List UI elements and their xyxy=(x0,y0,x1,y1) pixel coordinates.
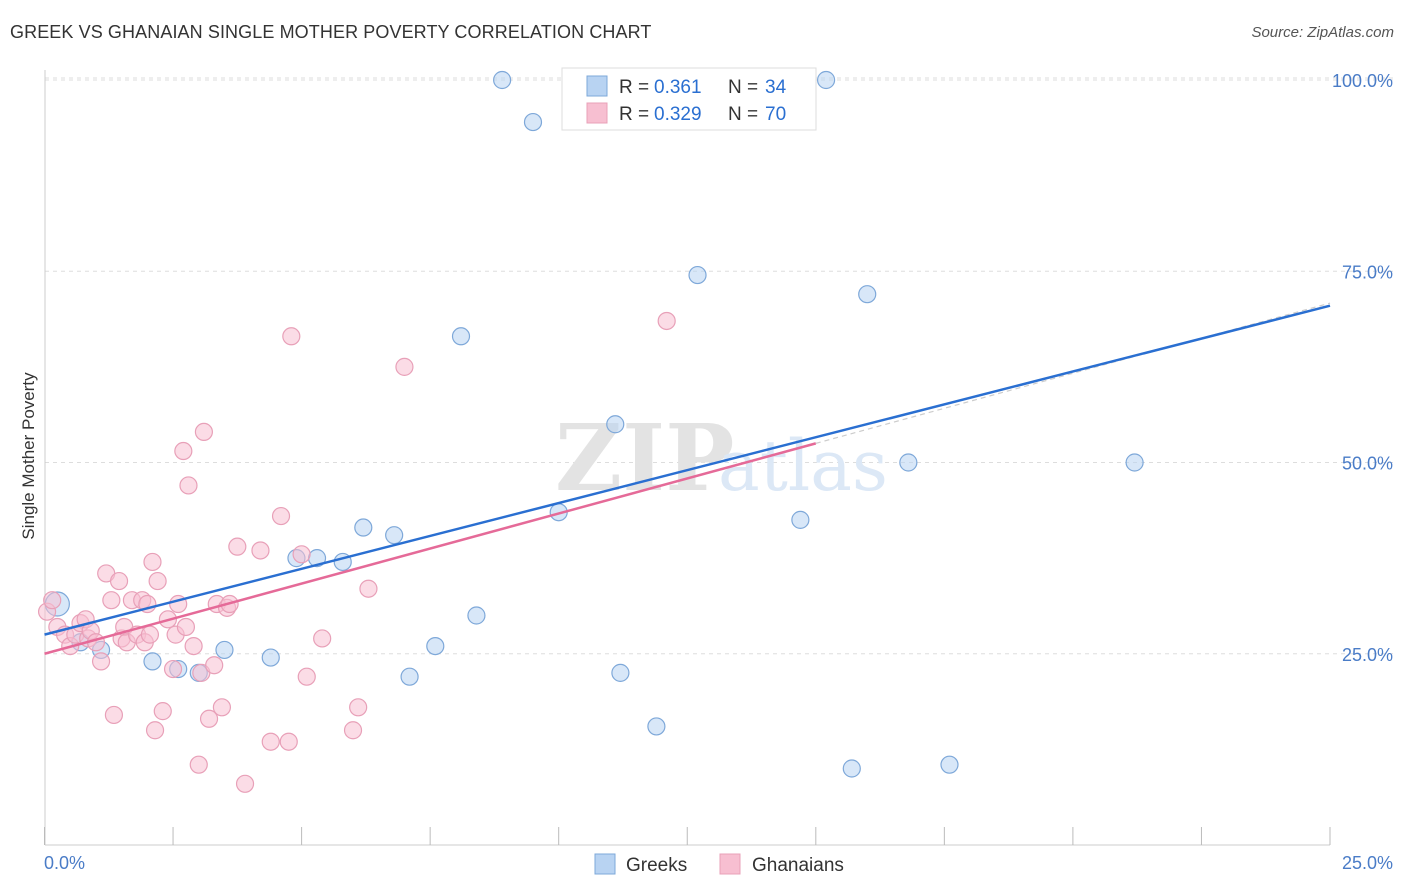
greek-point xyxy=(606,415,625,434)
greek-point xyxy=(899,453,918,472)
stats-legend: R = 0.361 N = 34 R = 0.329 N = 70 xyxy=(561,67,817,131)
ghanaians-n-label: N = xyxy=(728,104,758,125)
ghanaian-point xyxy=(235,774,255,793)
ghanaian-point xyxy=(279,732,298,751)
ghanaian-point xyxy=(271,506,291,526)
y-tick-label: 50.0% xyxy=(1342,454,1393,474)
watermark-zip: ZIP xyxy=(555,404,734,512)
ghanaian-point xyxy=(292,545,311,564)
greeks-r-label: R = xyxy=(619,77,649,98)
greeks-n-value: 34 xyxy=(765,77,787,98)
greek-point xyxy=(523,112,543,132)
ghanaian-point xyxy=(104,705,124,725)
ghanaian-point xyxy=(297,667,316,686)
x-tick-max: 25.0% xyxy=(1342,853,1393,873)
greek-point xyxy=(354,518,373,537)
ghanaian-point xyxy=(140,625,160,644)
ghanaian-point xyxy=(163,659,183,679)
greeks-legend-swatch xyxy=(586,75,608,97)
ghanaian-point xyxy=(212,698,231,717)
greek-point xyxy=(493,70,512,90)
ghanaians-r-value: 0.329 xyxy=(654,104,702,125)
axes: 25.0% 50.0% 75.0% 100.0% xyxy=(44,70,1393,846)
greek-point xyxy=(791,510,810,529)
ghanaian-point xyxy=(189,755,208,774)
legend-swatch-greeks xyxy=(594,853,616,875)
ghanaian-point xyxy=(282,327,301,346)
ghanaian-point xyxy=(359,579,378,598)
gridlines xyxy=(45,77,1393,655)
greek-point xyxy=(858,285,877,304)
ghanaian-point xyxy=(179,476,198,495)
greek-point xyxy=(400,667,419,686)
source-label: Source: ZipAtlas.com xyxy=(1251,24,1394,41)
greek-point xyxy=(611,663,630,682)
chart-title: GREEK VS GHANAIAN SINGLE MOTHER POVERTY … xyxy=(10,22,652,42)
ghanaians-trend-line xyxy=(44,442,817,655)
ghanaian-point xyxy=(261,732,280,751)
legend-swatch-ghanaians xyxy=(719,853,741,875)
ghanaian-point xyxy=(251,541,270,560)
greeks-points xyxy=(44,70,1144,778)
series-legend: Greeks Ghanaians xyxy=(594,853,844,876)
ghanaian-point xyxy=(395,357,414,376)
greeks-r-value: 0.361 xyxy=(654,77,702,98)
greek-point xyxy=(261,648,280,667)
ghanaians-r-label: R = xyxy=(619,104,649,125)
ghanaian-point xyxy=(184,636,203,656)
ghanaians-n-value: 70 xyxy=(765,104,786,125)
greeks-n-label: N = xyxy=(728,77,758,98)
ghanaian-point xyxy=(174,441,193,461)
ghanaian-point xyxy=(176,617,196,637)
y-tick-label: 25.0% xyxy=(1342,645,1393,665)
greek-point xyxy=(940,755,959,774)
legend-label-ghanaians: Ghanaians xyxy=(752,855,844,876)
ghanaian-point xyxy=(143,552,162,572)
greek-point xyxy=(451,327,471,346)
ghanaian-point xyxy=(148,571,167,591)
y-axis-title: Single Mother Poverty xyxy=(19,372,38,540)
y-tick-label: 75.0% xyxy=(1342,262,1393,282)
ghanaian-point xyxy=(153,702,172,721)
greek-point xyxy=(842,759,861,778)
ghanaian-point xyxy=(102,591,121,610)
greek-point xyxy=(467,606,486,625)
ghanaian-point xyxy=(91,652,111,671)
trend-lines xyxy=(44,302,1331,655)
greek-point xyxy=(143,652,162,671)
greek-point xyxy=(215,640,234,660)
ghanaian-point xyxy=(109,571,129,591)
watermark-atlas: atlas xyxy=(718,425,888,507)
greek-point xyxy=(426,636,445,656)
legend-label-greeks: Greeks xyxy=(626,855,687,876)
ghanaian-point xyxy=(205,656,224,675)
ghanaian-point xyxy=(228,537,247,556)
ghanaian-point xyxy=(343,721,363,740)
ghanaian-point xyxy=(313,629,332,648)
ghanaian-point xyxy=(349,698,368,717)
greek-point xyxy=(647,717,666,736)
x-tick-min: 0.0% xyxy=(44,853,85,873)
greek-point xyxy=(816,70,836,90)
ghanaians-points xyxy=(37,311,676,793)
ghanaians-legend-swatch xyxy=(586,102,608,124)
ghanaian-point xyxy=(194,422,214,441)
greek-point xyxy=(1125,453,1144,472)
ghanaian-point xyxy=(43,591,62,610)
ghanaian-point xyxy=(199,709,219,728)
greeks-trend-line xyxy=(44,304,1331,636)
y-tick-label: 100.0% xyxy=(1332,71,1393,91)
greek-point xyxy=(385,526,404,545)
greek-point xyxy=(688,265,707,285)
ghanaian-point xyxy=(145,721,165,740)
ghanaian-point xyxy=(657,311,676,331)
